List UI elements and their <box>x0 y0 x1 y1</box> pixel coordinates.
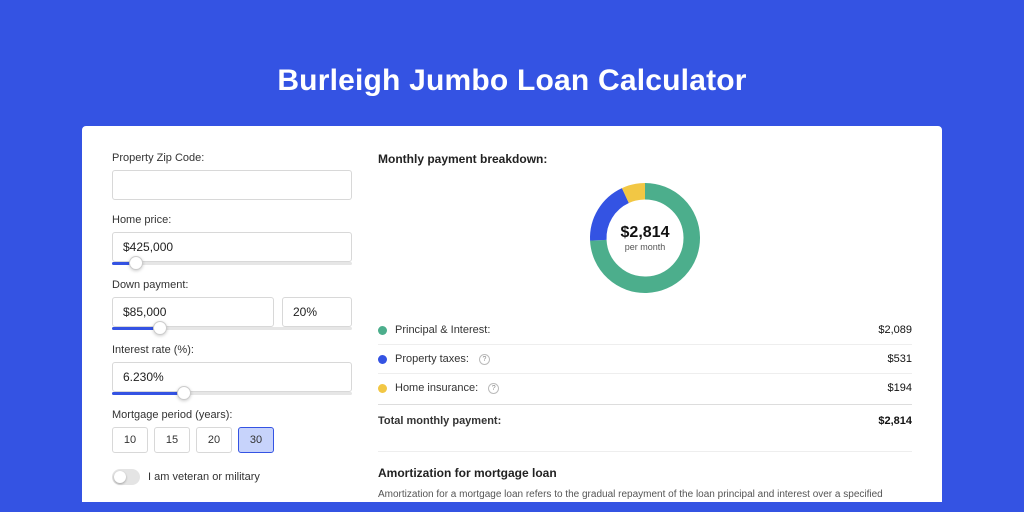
total-row: Total monthly payment: $2,814 <box>378 404 912 437</box>
info-icon[interactable]: ? <box>479 354 490 365</box>
amortization-text: Amortization for a mortgage loan refers … <box>378 488 912 502</box>
down-payment-pct-input[interactable] <box>282 297 352 327</box>
interest-slider[interactable] <box>112 392 352 395</box>
zip-input[interactable] <box>112 170 352 200</box>
legend-row: Property taxes:? $531 <box>378 345 912 374</box>
period-option-30[interactable]: 30 <box>238 427 274 453</box>
inputs-panel: Property Zip Code: Home price: Down paym… <box>112 152 352 502</box>
field-veteran: I am veteran or military <box>112 469 352 485</box>
period-option-20[interactable]: 20 <box>196 427 232 453</box>
legend-value: $531 <box>888 353 912 365</box>
legend-value: $194 <box>888 382 912 394</box>
home-price-input[interactable] <box>112 232 352 262</box>
down-payment-input[interactable] <box>112 297 274 327</box>
period-option-15[interactable]: 15 <box>154 427 190 453</box>
down-payment-label: Down payment: <box>112 279 352 291</box>
donut-chart: $2,814 per month <box>585 178 705 298</box>
total-label: Total monthly payment: <box>378 415 501 427</box>
slider-thumb-icon[interactable] <box>129 256 143 270</box>
total-value: $2,814 <box>878 415 912 427</box>
donut-sub: per month <box>625 242 666 252</box>
swatch-icon <box>378 355 387 364</box>
period-option-10[interactable]: 10 <box>112 427 148 453</box>
field-down-payment: Down payment: <box>112 279 352 330</box>
home-price-slider[interactable] <box>112 262 352 265</box>
amortization-title: Amortization for mortgage loan <box>378 451 912 480</box>
page-root: Burleigh Jumbo Loan Calculator Property … <box>0 0 1024 512</box>
interest-label: Interest rate (%): <box>112 344 352 356</box>
slider-thumb-icon[interactable] <box>153 321 167 335</box>
donut-wrap: $2,814 per month <box>378 178 912 298</box>
interest-input[interactable] <box>112 362 352 392</box>
home-price-label: Home price: <box>112 214 352 226</box>
calculator-card: Property Zip Code: Home price: Down paym… <box>82 126 942 502</box>
swatch-icon <box>378 384 387 393</box>
donut-amount: $2,814 <box>621 224 670 242</box>
down-payment-slider[interactable] <box>112 327 352 330</box>
toggle-knob-icon <box>114 471 126 483</box>
page-title: Burleigh Jumbo Loan Calculator <box>277 64 746 98</box>
legend-label: Property taxes: <box>395 353 469 365</box>
legend-value: $2,089 <box>878 324 912 336</box>
legend: Principal & Interest: $2,089 Property taxe… <box>378 316 912 402</box>
swatch-icon <box>378 326 387 335</box>
breakdown-panel: Monthly payment breakdown: $2,814 per mo… <box>378 152 912 502</box>
field-home-price: Home price: <box>112 214 352 265</box>
legend-row: Home insurance:? $194 <box>378 374 912 402</box>
zip-label: Property Zip Code: <box>112 152 352 164</box>
legend-label: Home insurance: <box>395 382 478 394</box>
veteran-label: I am veteran or military <box>148 471 260 483</box>
info-icon[interactable]: ? <box>488 383 499 394</box>
legend-label: Principal & Interest: <box>395 324 490 336</box>
field-period: Mortgage period (years): 10152030 <box>112 409 352 453</box>
field-interest: Interest rate (%): <box>112 344 352 395</box>
slider-thumb-icon[interactable] <box>177 386 191 400</box>
veteran-toggle[interactable] <box>112 469 140 485</box>
period-label: Mortgage period (years): <box>112 409 352 421</box>
field-zip: Property Zip Code: <box>112 152 352 200</box>
legend-row: Principal & Interest: $2,089 <box>378 316 912 345</box>
breakdown-title: Monthly payment breakdown: <box>378 152 912 166</box>
